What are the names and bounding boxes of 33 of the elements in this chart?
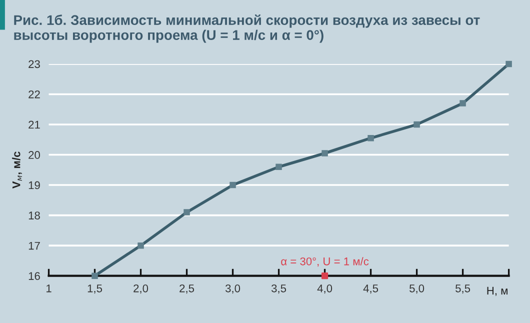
x-tick-label: 4,0 bbox=[317, 284, 332, 294]
y-tick-label: 19 bbox=[28, 181, 40, 190]
x-tick-label: 5,5 bbox=[456, 284, 470, 294]
point bbox=[138, 242, 144, 249]
x-tick-label: 1 bbox=[46, 284, 52, 292]
x-axis-title: H, м bbox=[487, 286, 508, 296]
chart-title: Рис. 1б. Зависимость минимальной скорости воздуха из завесы от высоты воротного проема (U = 1 м/с и α = 0°) bbox=[14, 14, 480, 43]
x-tick-label: 3,0 bbox=[225, 284, 240, 294]
point bbox=[92, 272, 98, 279]
y-axis-title: V$_{м}$, м/с bbox=[12, 152, 22, 189]
y-tick-label: 17 bbox=[28, 242, 40, 250]
y-tick-label: 18 bbox=[28, 212, 40, 220]
y-tick-label: 21 bbox=[28, 120, 40, 129]
y-tick-label: 16 bbox=[28, 272, 40, 280]
point bbox=[184, 209, 190, 216]
annotation: α = 30°, U = 1 м/с bbox=[281, 257, 369, 267]
point bbox=[230, 182, 236, 188]
point bbox=[368, 134, 374, 142]
x-tick-label: 3,5 bbox=[271, 284, 286, 294]
point bbox=[321, 272, 328, 280]
point bbox=[414, 121, 420, 128]
y-tick-label: 20 bbox=[28, 151, 40, 159]
x-tick-label: 1,5 bbox=[88, 284, 102, 294]
y-tick-label: 22 bbox=[28, 90, 40, 98]
point bbox=[506, 60, 512, 68]
x-tick-label: 2,5 bbox=[180, 284, 194, 294]
point bbox=[460, 100, 466, 106]
x-tick-label: 4,5 bbox=[363, 284, 378, 294]
y-tick-label: 23 bbox=[28, 60, 40, 68]
x-tick-label: 5,0 bbox=[410, 284, 424, 294]
x-tick-label: 2,0 bbox=[134, 284, 148, 294]
point bbox=[276, 164, 282, 170]
point bbox=[322, 150, 328, 156]
